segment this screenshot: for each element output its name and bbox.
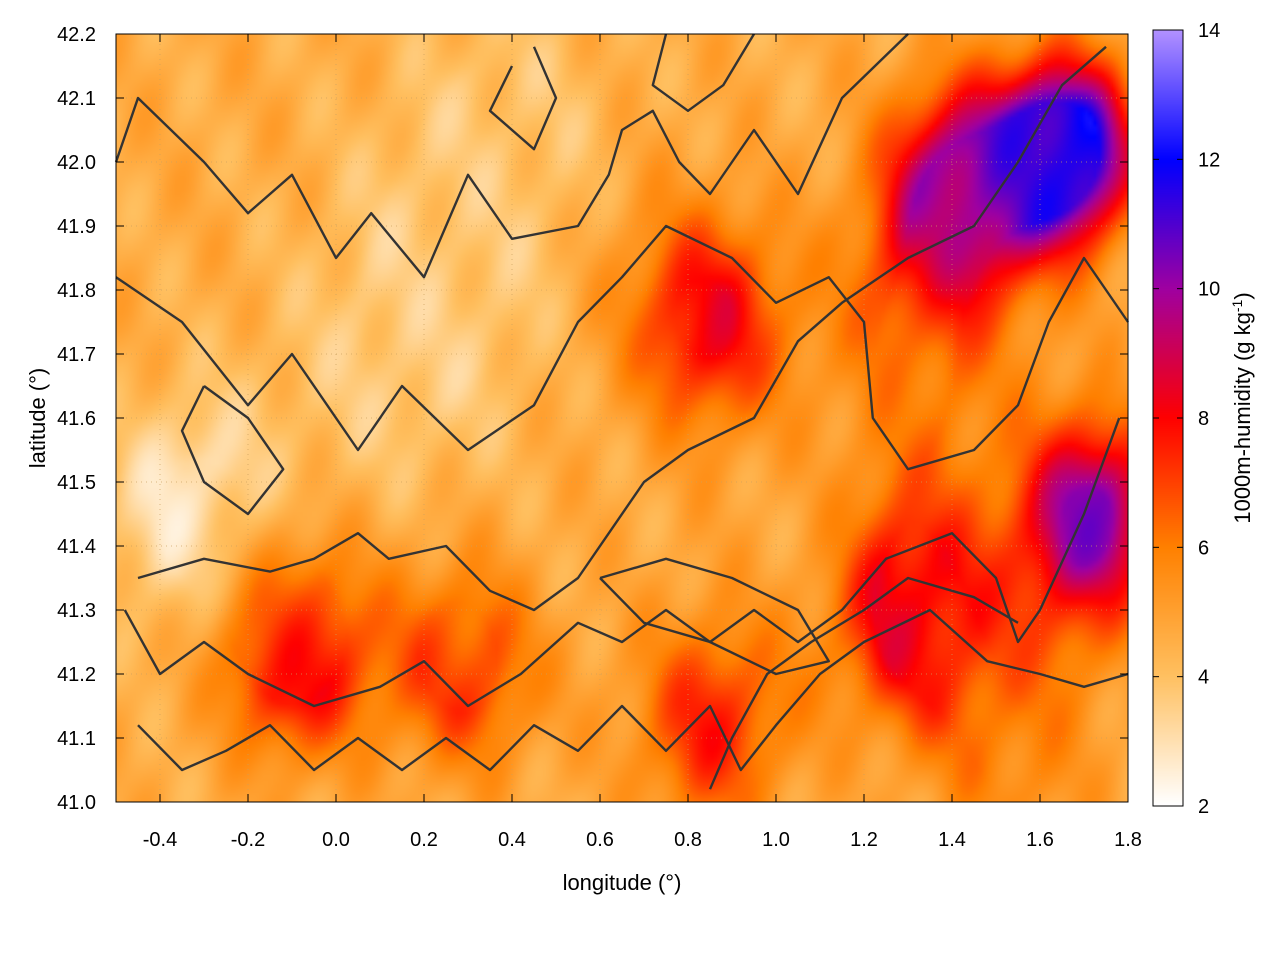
colorbar-title-suffix: )	[1230, 292, 1255, 299]
y-tick-label: 41.4	[57, 536, 96, 558]
x-axis-title: longitude (°)	[563, 870, 682, 895]
colorbar-tick-label: 14	[1198, 20, 1220, 42]
colorbar-ticks: 2 4 6 8 10 12 14	[1153, 20, 1220, 818]
x-tick-label: -0.4	[143, 829, 177, 851]
contour-line	[114, 33, 909, 279]
x-tick-label: 1.4	[938, 829, 966, 851]
contour-line	[651, 33, 756, 113]
y-tick-label: 42.0	[57, 152, 96, 174]
contour-line	[180, 385, 285, 516]
colorbar-tick-label: 6	[1198, 537, 1209, 559]
y-tick-label: 41.6	[57, 408, 96, 430]
contour-line	[599, 557, 830, 676]
contour-line	[708, 576, 1019, 790]
y-tick-label: 41.1	[57, 728, 96, 750]
y-tick-label: 41.7	[57, 344, 96, 366]
y-axis-title: latitude (°)	[25, 368, 50, 469]
x-tick-label: 1.0	[762, 829, 790, 851]
x-tick-label: -0.2	[231, 829, 265, 851]
x-tick-label: 0.0	[322, 829, 350, 851]
x-axis: -0.4 -0.2 0.0 0.2 0.4 0.6 0.8 1.0 1.2 1.4 1.6 1.8	[143, 34, 1142, 851]
x-tick-label: 0.4	[498, 829, 526, 851]
x-tick-label: 0.6	[586, 829, 614, 851]
y-tick-label: 41.8	[57, 280, 96, 302]
colorbar-tick-label: 2	[1198, 796, 1209, 818]
y-tick-label: 42.2	[57, 24, 96, 46]
contour-line	[123, 417, 1121, 708]
contour-line	[115, 224, 1129, 471]
contour-lines	[114, 33, 1129, 790]
colorbar-tick-label: 8	[1198, 408, 1209, 430]
y-tick-label: 41.2	[57, 664, 96, 686]
colorbar-tick-label: 10	[1198, 279, 1220, 301]
contour-line	[137, 608, 1129, 772]
y-tick-label: 41.5	[57, 472, 96, 494]
colorbar-tick-label: 12	[1198, 149, 1220, 171]
x-tick-label: 1.2	[850, 829, 878, 851]
y-tick-label: 41.0	[57, 792, 96, 814]
colorbar-title: 1000m-humidity (g kg-1)	[1229, 292, 1255, 523]
contour-line	[137, 45, 1107, 612]
x-tick-label: 1.8	[1114, 829, 1142, 851]
plot-area	[114, 33, 1129, 803]
colorbar-title-exponent: -1	[1229, 299, 1245, 312]
colorbar-tick-label: 4	[1198, 667, 1209, 689]
colorbar: 2 4 6 8 10 12 14	[1152, 20, 1220, 818]
x-tick-label: 0.8	[674, 829, 702, 851]
x-tick-label: 1.6	[1026, 829, 1054, 851]
y-tick-label: 41.3	[57, 600, 96, 622]
y-axis: 41.0 41.1 41.2 41.3 41.4 41.5 41.6 41.7 41.8 41.9…	[57, 24, 1128, 814]
x-tick-label: 0.2	[410, 829, 438, 851]
contour-line	[488, 46, 558, 151]
y-tick-label: 41.9	[57, 216, 96, 238]
colorbar-title-main: 1000m-humidity (g kg	[1230, 312, 1255, 524]
y-tick-label: 42.1	[57, 88, 96, 110]
